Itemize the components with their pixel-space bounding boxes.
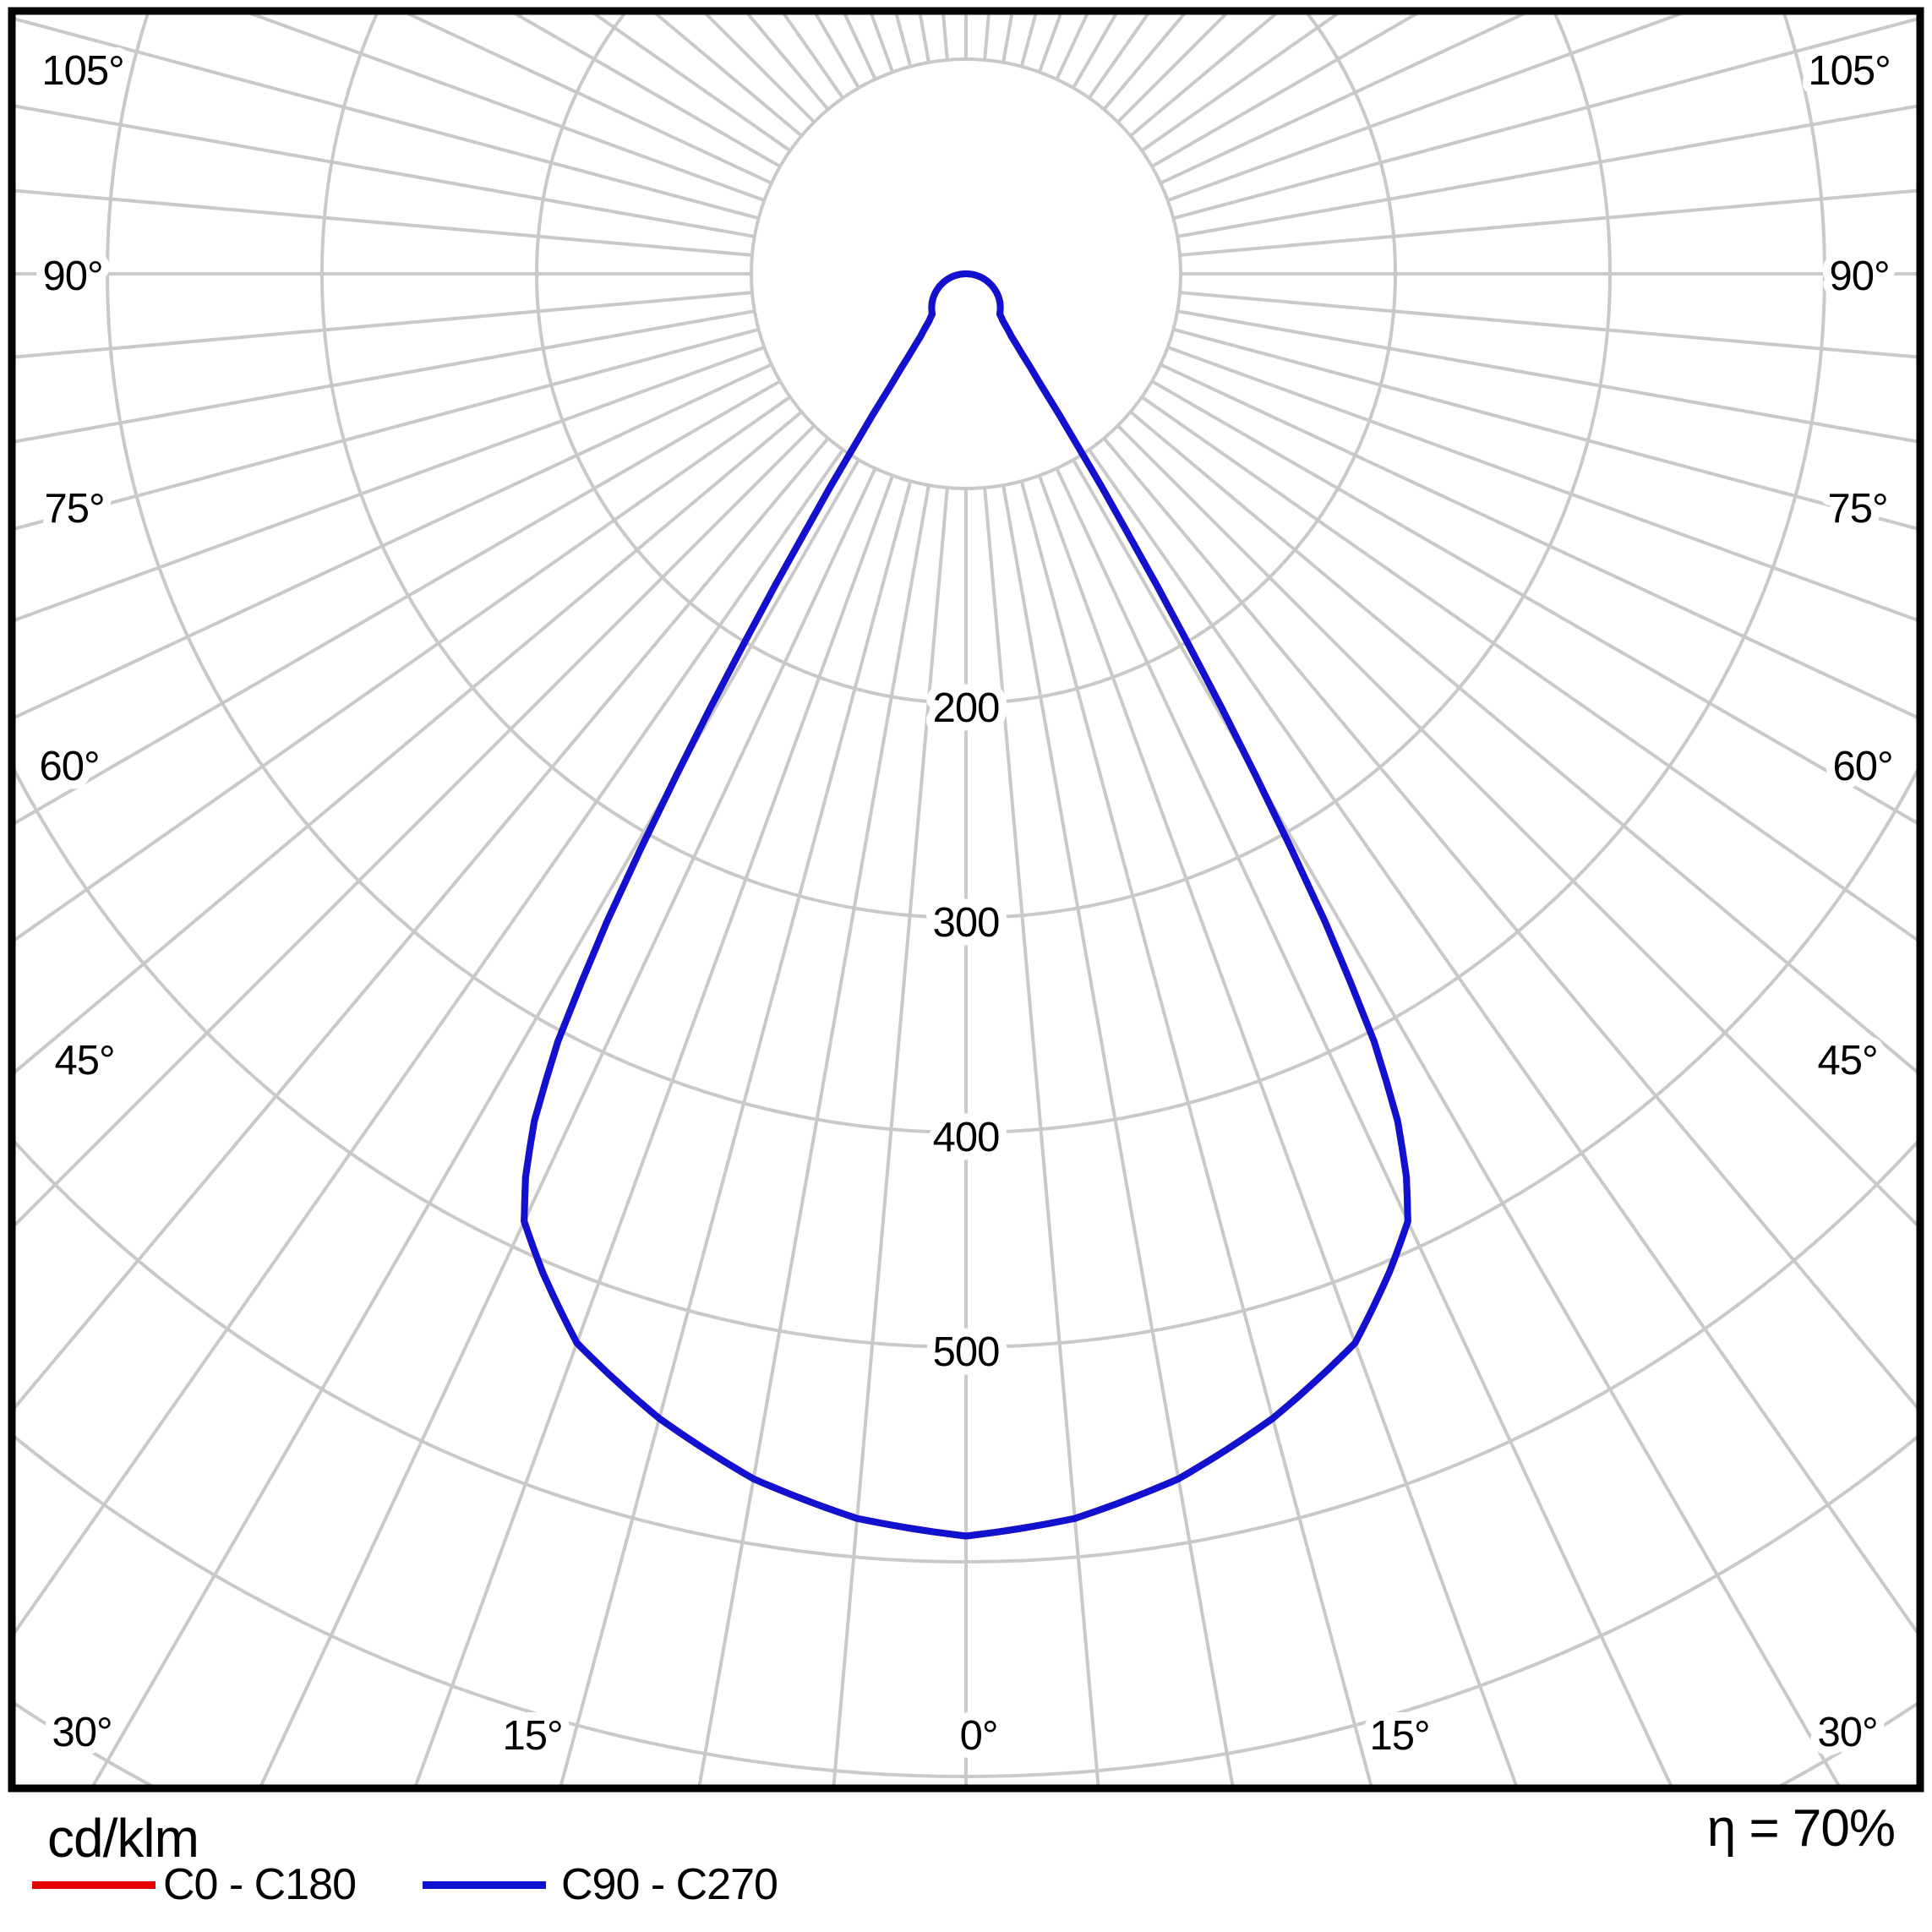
grid-ray <box>1140 396 1917 942</box>
grid-ray <box>1116 424 1917 1227</box>
grid-ray <box>1088 448 1917 1635</box>
grid-ray <box>1179 188 1917 257</box>
plot-frame <box>8 7 1924 1793</box>
angle-label-right-60°: 60° <box>1832 744 1892 789</box>
angle-label-left-105°: 105° <box>41 48 123 94</box>
grid-ray <box>1176 104 1917 238</box>
grid-ray <box>1055 467 1673 1785</box>
grid-ring <box>750 57 1182 490</box>
grid-ray <box>15 309 756 444</box>
grid-ray <box>414 474 895 1785</box>
grid-ray <box>15 437 830 1410</box>
grid-ray <box>1150 379 1917 825</box>
grid-ray <box>15 379 782 825</box>
grid-ray <box>1160 363 1917 719</box>
angle-label-left-45°: 45° <box>54 1038 114 1083</box>
angle-label-bottom-2: 0° <box>960 1713 998 1759</box>
ring-label-300: 300 <box>933 900 1000 946</box>
grid-ray <box>15 410 803 1074</box>
grid-ray <box>1160 14 1527 185</box>
grid-ray <box>1037 474 1518 1785</box>
grid-ring <box>15 1434 1917 1778</box>
unit-label: cd/klm <box>47 1808 199 1869</box>
legend-label-c0-c180: C0 - C180 <box>163 1860 357 1909</box>
grid-ray <box>1179 291 1917 359</box>
grid-ray <box>259 467 877 1785</box>
angle-label-bottom-3: 15° <box>1369 1713 1429 1759</box>
grid-ray <box>832 487 949 1785</box>
c0-c180-line-swatch <box>32 1881 156 1889</box>
ring-label-400: 400 <box>933 1115 1000 1160</box>
grid-ray <box>15 291 753 359</box>
angle-label-left-75°: 75° <box>44 486 104 532</box>
grid-ray <box>1129 410 1917 1074</box>
ring-label-200: 200 <box>933 685 1000 731</box>
grid-ray <box>15 448 844 1635</box>
grid-ray <box>15 345 766 622</box>
grid-ring <box>15 1139 1917 1564</box>
angle-label-right-105°: 105° <box>1808 48 1890 94</box>
curve-c90-c270 <box>521 270 1411 1540</box>
angle-label-right-90°: 90° <box>1829 254 1889 299</box>
grid-ray <box>1166 345 1917 622</box>
grid-ring <box>320 14 1612 920</box>
grid-ray <box>1102 437 1917 1410</box>
grid-ray <box>1019 480 1373 1785</box>
grid-ray <box>1172 327 1917 531</box>
grid-ray <box>15 188 753 257</box>
grid-ray <box>15 396 792 942</box>
curves <box>521 270 1411 1540</box>
grid-ray <box>1176 309 1917 444</box>
angle-label-left-60°: 60° <box>39 744 99 789</box>
grid-ray <box>1001 484 1235 1785</box>
grid-ray <box>1166 14 1684 203</box>
legend-label-c90-c270: C90 - C270 <box>561 1860 778 1909</box>
grid-ray <box>405 14 772 185</box>
c90-c270-line-swatch <box>423 1881 546 1889</box>
grid-ray <box>559 480 913 1785</box>
angle-label-bottom-0: 30° <box>52 1710 112 1755</box>
grid-ray <box>248 14 766 203</box>
grid-ray <box>15 424 816 1227</box>
grid-ray <box>983 487 1100 1785</box>
grid-ray <box>15 327 760 531</box>
angle-label-bottom-1: 15° <box>502 1713 562 1759</box>
grid-ring <box>106 14 1826 1134</box>
grid-ray <box>15 363 772 719</box>
grid-ray <box>1172 17 1917 221</box>
angle-label-right-75°: 75° <box>1827 486 1887 532</box>
grid-ring <box>535 14 1397 705</box>
angle-label-left-90°: 90° <box>42 254 102 299</box>
grid-ray <box>15 104 756 238</box>
ring-label-500: 500 <box>933 1329 1000 1375</box>
grid-ray <box>15 17 760 221</box>
efficiency-label: η = 70% <box>1706 1799 1896 1858</box>
grid-ring <box>15 767 1917 1349</box>
angle-label-right-45°: 45° <box>1817 1038 1877 1083</box>
grid-ray <box>697 484 931 1785</box>
angle-label-bottom-4: 30° <box>1817 1710 1877 1755</box>
